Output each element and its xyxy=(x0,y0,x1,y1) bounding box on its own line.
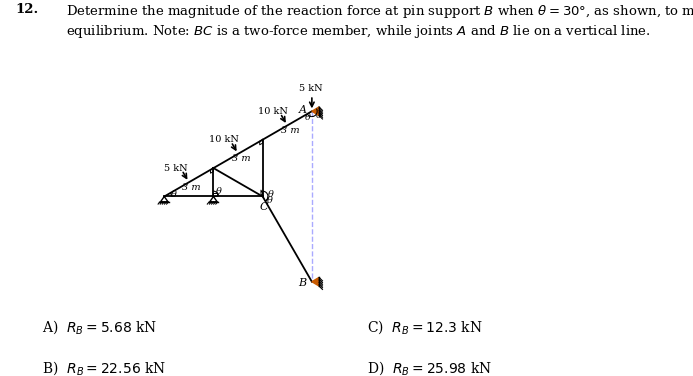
Text: C)  $R_B = 12.3$ kN: C) $R_B = 12.3$ kN xyxy=(367,318,483,336)
Text: A)  $R_B = 5.68$ kN: A) $R_B = 5.68$ kN xyxy=(42,318,157,336)
Text: 5 kN: 5 kN xyxy=(164,164,188,173)
Text: B)  $R_B = 22.56$ kN: B) $R_B = 22.56$ kN xyxy=(42,359,166,376)
Text: θ: θ xyxy=(216,186,222,196)
Text: Determine the magnitude of the reaction force at pin support $B$ when $\theta = : Determine the magnitude of the reaction … xyxy=(66,3,693,40)
Text: 3 m: 3 m xyxy=(281,126,299,135)
Text: θ: θ xyxy=(170,190,176,199)
Text: 3 m: 3 m xyxy=(182,183,201,192)
Text: θ: θ xyxy=(267,190,273,199)
Text: 3 m: 3 m xyxy=(231,154,250,163)
Text: D)  $R_B = 25.98$ kN: D) $R_B = 25.98$ kN xyxy=(367,359,493,376)
Text: 10 kN: 10 kN xyxy=(258,107,288,116)
Text: θ: θ xyxy=(267,196,272,205)
Polygon shape xyxy=(312,107,319,115)
Text: C: C xyxy=(259,202,268,212)
Text: θ: θ xyxy=(305,113,311,122)
Text: 12.: 12. xyxy=(15,3,39,17)
Text: 5 kN: 5 kN xyxy=(299,84,322,93)
Polygon shape xyxy=(312,277,319,286)
Text: θ: θ xyxy=(315,111,322,120)
Text: A: A xyxy=(299,105,306,115)
Text: 10 kN: 10 kN xyxy=(209,135,238,144)
Text: B: B xyxy=(299,277,306,288)
